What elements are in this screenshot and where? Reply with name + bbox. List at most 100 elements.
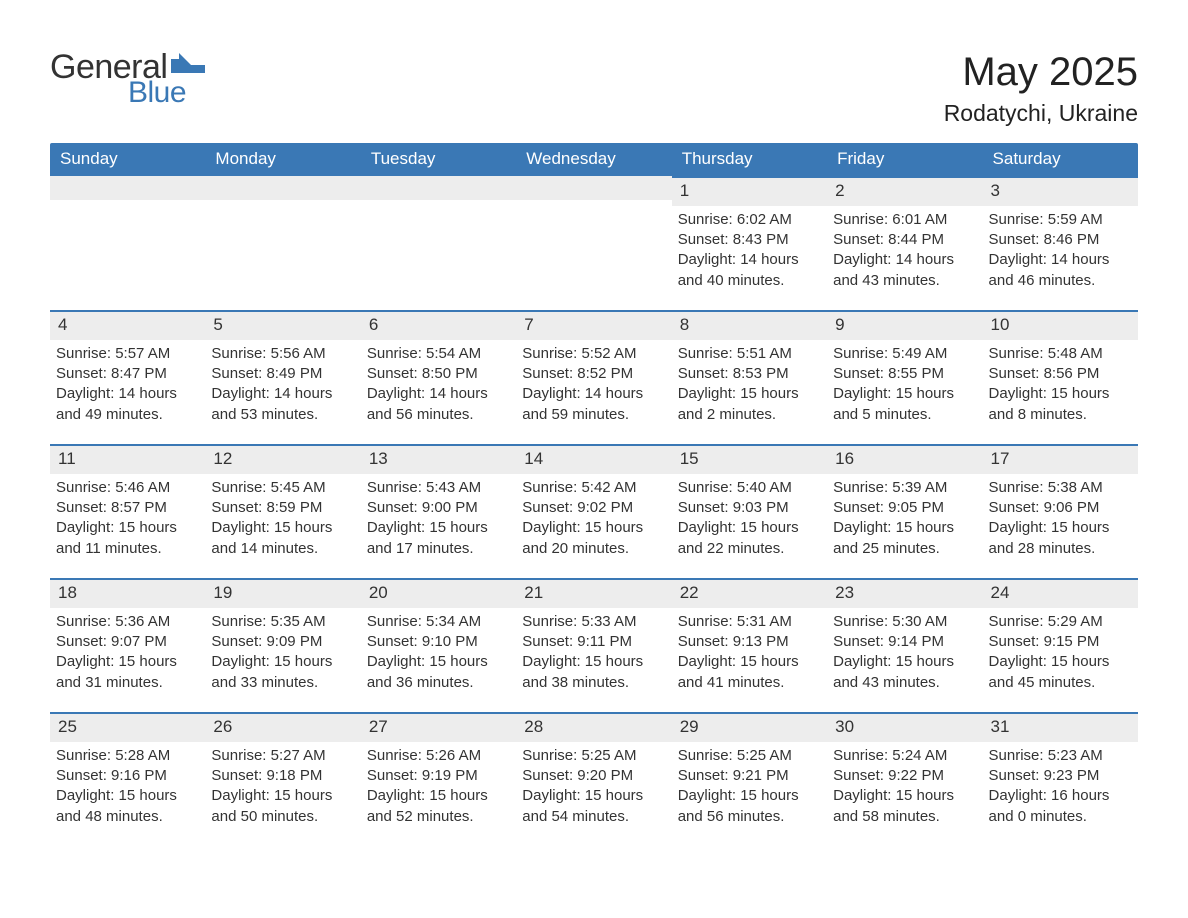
calendar-cell-empty [516,176,671,310]
daylight-line: Daylight: 15 hours and 5 minutes. [833,384,974,425]
day-number: 5 [205,310,360,340]
sunrise-line: Sunrise: 5:45 AM [211,478,352,498]
title-block: May 2025 Rodatychi, Ukraine [944,50,1138,127]
sunrise-line: Sunrise: 5:23 AM [989,746,1130,766]
calendar-cell-empty [50,176,205,310]
weekday-label: Saturday [983,143,1138,176]
daylight-line: Daylight: 15 hours and 54 minutes. [522,786,663,827]
calendar-cell-empty [205,176,360,310]
daylight-line: Daylight: 15 hours and 45 minutes. [989,652,1130,693]
sunset-line: Sunset: 9:22 PM [833,766,974,786]
calendar-cell: 17Sunrise: 5:38 AMSunset: 9:06 PMDayligh… [983,444,1138,578]
sunrise-line: Sunrise: 5:39 AM [833,478,974,498]
calendar-cell: 3Sunrise: 5:59 AMSunset: 8:46 PMDaylight… [983,176,1138,310]
day-number: 2 [827,176,982,206]
calendar-cell: 27Sunrise: 5:26 AMSunset: 9:19 PMDayligh… [361,712,516,846]
calendar-cell: 22 Sunrise: 5:31 AMSunset: 9:13 PMDayligh… [672,578,827,712]
calendar-cell: 21Sunrise: 5:33 AMSunset: 9:11 PMDayligh… [516,578,671,712]
sunset-line: Sunset: 9:21 PM [678,766,819,786]
sunset-line: Sunset: 9:19 PM [367,766,508,786]
day-number [205,176,360,200]
sunset-line: Sunset: 8:57 PM [56,498,197,518]
calendar-cell: 2Sunrise: 6:01 AMSunset: 8:44 PMDaylight… [827,176,982,310]
calendar-cell: 9Sunrise: 5:49 AMSunset: 8:55 PMDaylight… [827,310,982,444]
day-number: 19 [205,578,360,608]
day-number: 26 [205,712,360,742]
sunset-line: Sunset: 9:10 PM [367,632,508,652]
header-row: General Blue May 2025 Rodatychi, Ukraine [50,50,1138,127]
calendar-cell: 25Sunrise: 5:28 AMSunset: 9:16 PMDayligh… [50,712,205,846]
weekday-label: Friday [827,143,982,176]
sunrise-line: Sunrise: 5:34 AM [367,612,508,632]
calendar-week: 18Sunrise: 5:36 AMSunset: 9:07 PMDayligh… [50,578,1138,712]
sunset-line: Sunset: 9:02 PM [522,498,663,518]
day-number [361,176,516,200]
logo-text-blue: Blue [128,78,186,108]
sunset-line: Sunset: 8:43 PM [678,230,819,250]
calendar-week: 11 Sunrise: 5:46 AMSunset: 8:57 PM Dayligh… [50,444,1138,578]
calendar-cell: 8Sunrise: 5:51 AMSunset: 8:53 PMDaylight… [672,310,827,444]
calendar-cell: 24Sunrise: 5:29 AMSunset: 9:15 PMDayligh… [983,578,1138,712]
day-number [516,176,671,200]
calendar-cell: 5Sunrise: 5:56 AMSunset: 8:49 PMDaylight… [205,310,360,444]
day-number: 12 [205,444,360,474]
day-number: 11 [50,444,205,474]
daylight-line: Daylight: 15 hours and 8 minutes. [989,384,1130,425]
sunrise-line: Sunrise: 5:49 AM [833,344,974,364]
calendar-cell: 4Sunrise: 5:57 AMSunset: 8:47 PMDaylight… [50,310,205,444]
sunset-line: Sunset: 9:05 PM [833,498,974,518]
sunset-line: Sunset: 9:03 PM [678,498,819,518]
daylight-line: Daylight: 15 hours and 22 minutes. [678,518,819,559]
calendar-cell: 29Sunrise: 5:25 AMSunset: 9:21 PMDayligh… [672,712,827,846]
day-number: 30 [827,712,982,742]
calendar-cell: 20Sunrise: 5:34 AMSunset: 9:10 PMDayligh… [361,578,516,712]
daylight-line: Daylight: 15 hours and 41 minutes. [678,652,819,693]
page-title: May 2025 [944,50,1138,94]
weekday-header: SundayMondayTuesdayWednesdayThursdayFrid… [50,143,1138,176]
daylight-line: Daylight: 15 hours and 38 minutes. [522,652,663,693]
sunset-line: Sunset: 9:09 PM [211,632,352,652]
day-number: 28 [516,712,671,742]
calendar-cell: 12Sunrise: 5:45 AMSunset: 8:59 PMDayligh… [205,444,360,578]
calendar-cell: 23Sunrise: 5:30 AMSunset: 9:14 PMDayligh… [827,578,982,712]
day-number: 27 [361,712,516,742]
daylight-line: Daylight: 15 hours and 58 minutes. [833,786,974,827]
daylight-line: Daylight: 15 hours and 14 minutes. [211,518,352,559]
sunset-line: Sunset: 8:50 PM [367,364,508,384]
calendar-cell: 16Sunrise: 5:39 AMSunset: 9:05 PMDayligh… [827,444,982,578]
sunset-line: Sunset: 9:00 PM [367,498,508,518]
daylight-line: Daylight: 14 hours and 56 minutes. [367,384,508,425]
weekday-label: Wednesday [516,143,671,176]
daylight-line: Daylight: 15 hours and 56 minutes. [678,786,819,827]
daylight-line: Daylight: 14 hours and 53 minutes. [211,384,352,425]
weeks-container: 1Sunrise: 6:02 AMSunset: 8:43 PMDaylight… [50,176,1138,846]
day-number: 22 [672,578,827,608]
day-number: 31 [983,712,1138,742]
sunset-line: Sunset: 8:52 PM [522,364,663,384]
sunrise-line: Sunrise: 6:02 AM [678,210,819,230]
daylight-line: Daylight: 14 hours and 46 minutes. [989,250,1130,291]
sunrise-line: Sunrise: 5:31 AM [678,612,819,632]
daylight-line: Daylight: 15 hours and 2 minutes. [678,384,819,425]
weekday-label: Thursday [672,143,827,176]
sunrise-line: Sunrise: 6:01 AM [833,210,974,230]
sunset-line: Sunset: 9:11 PM [522,632,663,652]
sunset-line: Sunset: 9:18 PM [211,766,352,786]
sunrise-line: Sunrise: 5:46 AM [56,478,197,498]
daylight-line: Daylight: 15 hours and 31 minutes. [56,652,197,693]
sunrise-line: Sunrise: 5:56 AM [211,344,352,364]
logo: General Blue [50,50,205,108]
calendar-cell: 6Sunrise: 5:54 AMSunset: 8:50 PMDaylight… [361,310,516,444]
calendar-cell: 11Sunrise: 5:46 AMSunset: 8:57 PMDayligh… [50,444,205,578]
day-number: 24 [983,578,1138,608]
sunrise-line: Sunrise: 5:29 AM [989,612,1130,632]
sunset-line: Sunset: 9:23 PM [989,766,1130,786]
sunrise-line: Sunrise: 5:59 AM [989,210,1130,230]
day-number: 25 [50,712,205,742]
calendar-cell: 13Sunrise: 5:43 AMSunset: 9:00 PMDayligh… [361,444,516,578]
sunset-line: Sunset: 9:16 PM [56,766,197,786]
sunset-line: Sunset: 8:53 PM [678,364,819,384]
calendar-cell: 1Sunrise: 6:02 AMSunset: 8:43 PMDaylight… [672,176,827,310]
sunset-line: Sunset: 9:13 PM [678,632,819,652]
calendar: SundayMondayTuesdayWednesdayThursdayFrid… [50,143,1138,846]
